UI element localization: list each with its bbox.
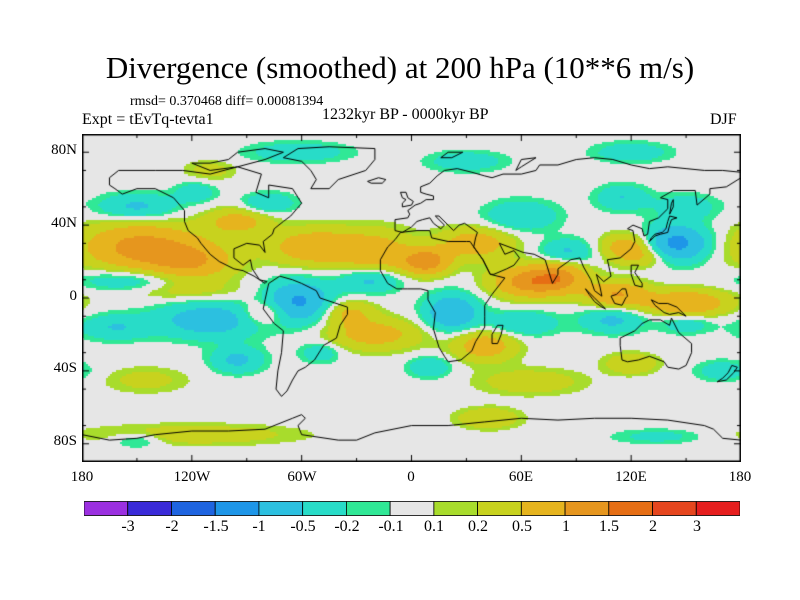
lon-label-120e: 120E [615,469,647,485]
lon-label-180w: 180 [70,469,94,485]
colorbar-label: 3 [693,518,701,535]
divergence-map [82,134,741,462]
colorbar-swatch [214,501,260,516]
lat-label-80n: 80N [51,142,77,158]
colorbar-label: -1.5 [203,518,229,535]
colorbar-swatch [84,501,129,516]
colorbar-swatch [477,501,522,516]
colorbar-label: -0.1 [378,518,404,535]
colorbar-swatch [127,501,172,516]
lat-label-40s: 40S [53,360,77,376]
chart-title: Divergence (smoothed) at 200 hPa (10**6 … [105,50,695,85]
lon-label-60w: 60W [287,469,317,485]
colorbar-label: -2 [165,518,179,535]
colorbar-swatch [652,501,697,516]
colorbar-swatch [345,501,391,516]
colorbar-swatch [389,501,435,516]
season-text: DJF [710,111,737,128]
colorbar-label: 1.5 [599,518,619,535]
lat-label-eq: 0 [69,288,78,304]
lon-label-0: 0 [407,469,415,485]
colorbar-swatch [564,501,610,516]
colorbar-label: -0.5 [290,518,316,535]
colorbar-swatch [302,501,347,516]
lon-label-60e: 60E [508,469,534,485]
lon-label-120w: 120W [173,469,211,485]
colorbar-swatch [171,501,216,516]
colorbar-swatch [695,501,740,516]
colorbar-label: -3 [121,518,135,535]
lon-label-180e: 180 [728,469,752,485]
colorbar [84,501,740,516]
colorbar-label: 0.5 [512,518,532,535]
colorbar-swatch [520,501,566,516]
colorbar-label: -0.2 [334,518,360,535]
colorbar-swatch [433,501,478,516]
colorbar-label: 0.1 [424,518,444,535]
stats-text: rmsd= 0.370468 diff= 0.00081394 [130,94,324,109]
colorbar-label: 1 [562,518,570,535]
colorbar-swatch [608,501,653,516]
colorbar-swatch [258,501,304,516]
experiment-text: Expt = tEvTq-tevta1 [82,111,214,128]
colorbar-label: -1 [252,518,266,535]
colorbar-label: 0.2 [468,518,488,535]
lat-label-40n: 40N [51,215,77,231]
lat-label-80s: 80S [53,433,77,449]
period-text: 1232kyr BP - 0000kyr BP [322,106,489,123]
colorbar-label: 2 [649,518,657,535]
